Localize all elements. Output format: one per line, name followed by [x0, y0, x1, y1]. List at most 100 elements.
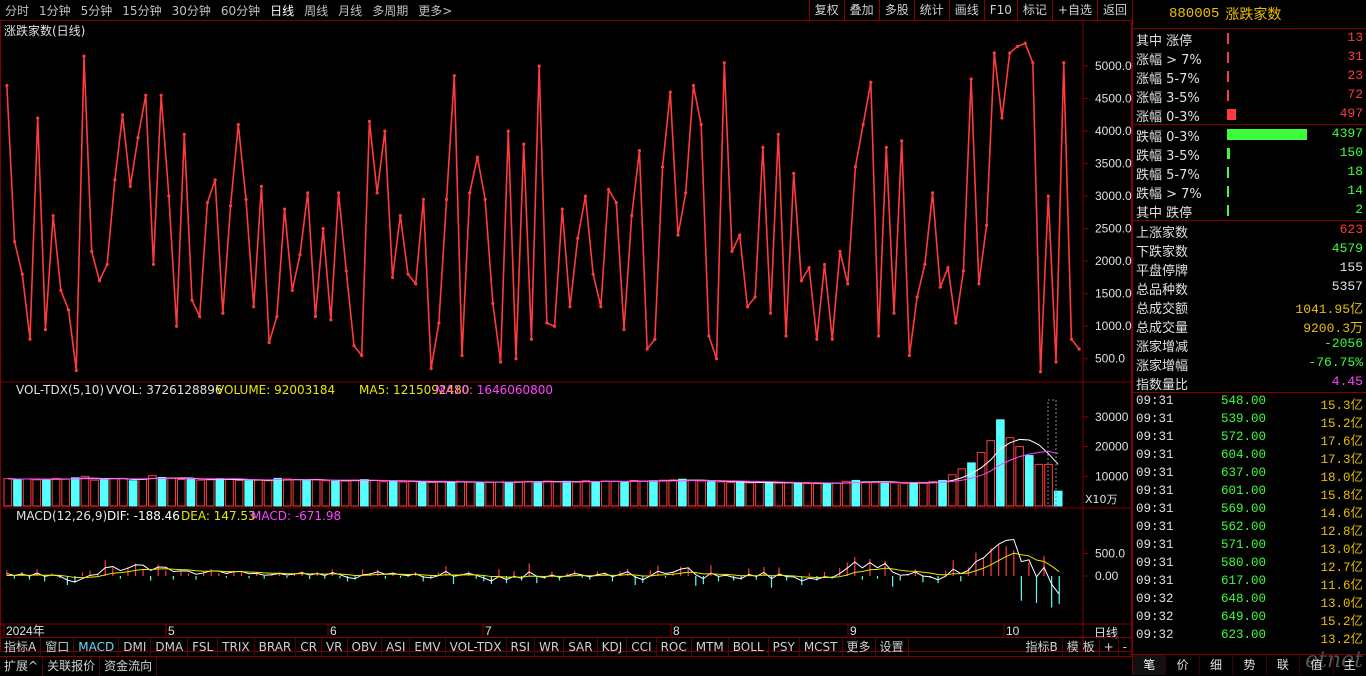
bottom-tab-1[interactable]: 关联报价 — [43, 657, 101, 676]
volume-bar — [639, 480, 649, 507]
tick-row: 09:32 623.00 13.2亿 — [1133, 627, 1366, 647]
period-3[interactable]: 15分钟 — [122, 3, 162, 18]
panel-tab-4[interactable]: 联 — [1267, 655, 1301, 675]
indicator-tab-15[interactable]: SAR — [564, 638, 598, 656]
period-6[interactable]: 日线 — [270, 3, 295, 18]
volume-bar — [726, 482, 735, 507]
updown-count-point — [660, 165, 665, 169]
tool-button-3[interactable]: 统计 — [913, 0, 949, 20]
indicator-right-3[interactable]: - — [1119, 638, 1132, 656]
indicator-tab-22[interactable]: MCST — [800, 638, 843, 656]
volume-bar — [841, 480, 851, 507]
down-breakdown: 跌幅 0-3% 4397 跌幅 3-5% 150 跌幅 5-7% 18 跌幅 > 7% 14 其… — [1133, 124, 1366, 221]
period-10[interactable]: 更多> — [418, 3, 453, 18]
macd-indicator-name[interactable]: MACD(12,26,9) — [16, 509, 108, 523]
indicator-tab-21[interactable]: PSY — [769, 638, 800, 656]
panel-tab-0[interactable]: 笔 — [1133, 655, 1167, 675]
updown-count-point — [576, 236, 580, 240]
up_rows-label: 其中 涨停 — [1136, 34, 1193, 49]
volume-bar — [51, 477, 61, 507]
indicator-tab-17[interactable]: CCI — [627, 638, 657, 656]
indicator-tab-11[interactable]: EMV — [410, 638, 446, 656]
indicator-tab-7[interactable]: CR — [296, 638, 322, 656]
indicator-tab-23[interactable]: 更多 — [843, 638, 876, 656]
indicator-tab-6[interactable]: BRAR — [255, 638, 297, 656]
tick-time: 09:31 — [1136, 574, 1174, 588]
tick-price: 562.00 — [1221, 520, 1267, 534]
tick-price: 572.00 — [1221, 430, 1267, 444]
indicator-tab-24[interactable]: 设置 — [876, 638, 909, 656]
stat-row: 平盘停牌 155 — [1133, 259, 1366, 279]
tick-row: 09:31 580.00 12.7亿 — [1133, 555, 1366, 575]
indicator-tab-10[interactable]: ASI — [382, 638, 411, 656]
stat-row: 涨家增减 -2056 — [1133, 335, 1366, 355]
tool-button-0[interactable]: 复权 — [808, 0, 844, 20]
indicator-right-1[interactable]: 模 板 — [1063, 638, 1100, 656]
tool-button-2[interactable]: 多股 — [878, 0, 914, 20]
tool-button-4[interactable]: 画线 — [948, 0, 984, 20]
updown-count-point — [992, 51, 996, 55]
indicator-tab-3[interactable]: DMA — [151, 638, 189, 656]
updown-count-point — [830, 337, 834, 341]
indicator-tab-14[interactable]: WR — [535, 638, 565, 656]
indicator-tab-4[interactable]: FSL — [188, 638, 219, 656]
tool-button-6[interactable]: 标记 — [1016, 0, 1052, 20]
indicator-a-tab[interactable]: 指标A — [0, 638, 42, 656]
main-y-tick-label: 3500.0 — [1095, 157, 1132, 171]
panel-tab-2[interactable]: 细 — [1200, 655, 1234, 675]
main-chart-title: 涨跌家数(日线) — [4, 24, 86, 38]
indicator-tab-8[interactable]: VR — [322, 638, 348, 656]
period-7[interactable]: 周线 — [304, 3, 329, 18]
panel-tab-5[interactable]: 值 — [1300, 655, 1334, 675]
period-9[interactable]: 多周期 — [372, 3, 409, 18]
indicator-tab-9[interactable]: OBV — [348, 638, 383, 656]
updown-count-point — [884, 145, 888, 149]
volume-bar — [562, 480, 572, 507]
volume-bar — [687, 479, 697, 507]
volume-bar — [784, 482, 793, 507]
panel-tab-6[interactable]: 主 — [1334, 655, 1366, 675]
tool-button-1[interactable]: 叠加 — [843, 0, 879, 20]
tick-time: 09:31 — [1136, 466, 1174, 480]
indicator-tab-20[interactable]: BOLL — [729, 638, 769, 656]
stat-label: 总成交量 — [1136, 321, 1189, 336]
volume-bar — [282, 478, 292, 507]
updown-count-point — [591, 272, 595, 276]
indicator-right-2[interactable]: + — [1100, 638, 1119, 656]
period-8[interactable]: 月线 — [338, 3, 363, 18]
down_rows-label: 跌幅 3-5% — [1136, 149, 1200, 164]
tool-button-8[interactable]: 返回 — [1096, 0, 1132, 20]
indicator-tab-2[interactable]: DMI — [119, 638, 152, 656]
stat-label: 上涨家数 — [1136, 226, 1189, 241]
panel-tab-3[interactable]: 势 — [1233, 655, 1267, 675]
indicator-right-0[interactable]: 指标B — [1022, 638, 1063, 656]
period-0[interactable]: 分时 — [5, 3, 30, 18]
indicator-tab-16[interactable]: KDJ — [598, 638, 628, 656]
updown-count-point — [1031, 61, 1035, 65]
tool-button-7[interactable]: +自选 — [1051, 0, 1097, 20]
bottom-tab-2[interactable]: 资金流向 — [100, 657, 158, 676]
volume-bar — [957, 468, 967, 507]
indicator-tab-13[interactable]: RSI — [507, 638, 536, 656]
updown-count-point — [892, 311, 896, 315]
indicator-tab-12[interactable]: VOL-TDX — [446, 638, 507, 656]
indicator-tab-5[interactable]: TRIX — [218, 638, 255, 656]
volume-bar — [610, 480, 620, 507]
indicator-tab-0[interactable]: 窗口 — [41, 638, 75, 656]
volume-bar — [764, 482, 774, 507]
vol-indicator-name[interactable]: VOL-TDX(5,10) — [16, 383, 105, 397]
indicator-tab-19[interactable]: MTM — [692, 638, 729, 656]
period-2[interactable]: 5分钟 — [80, 3, 113, 18]
period-4[interactable]: 30分钟 — [171, 3, 211, 18]
tool-button-5[interactable]: F10 — [983, 0, 1017, 20]
volume-bar — [880, 482, 890, 507]
period-1[interactable]: 1分钟 — [39, 3, 71, 18]
period-5[interactable]: 60分钟 — [220, 3, 261, 18]
tick-amount: 14.6亿 — [1320, 507, 1363, 521]
panel-tab-1[interactable]: 价 — [1166, 655, 1200, 675]
indicator-tab-1[interactable]: MACD — [74, 638, 120, 656]
indicator-tab-18[interactable]: ROC — [657, 638, 692, 656]
panel-header: 880005 涨跌家数 — [1133, 0, 1366, 28]
bottom-tab-0[interactable]: 扩展^ — [0, 657, 44, 676]
updown-count-point — [1015, 44, 1020, 49]
